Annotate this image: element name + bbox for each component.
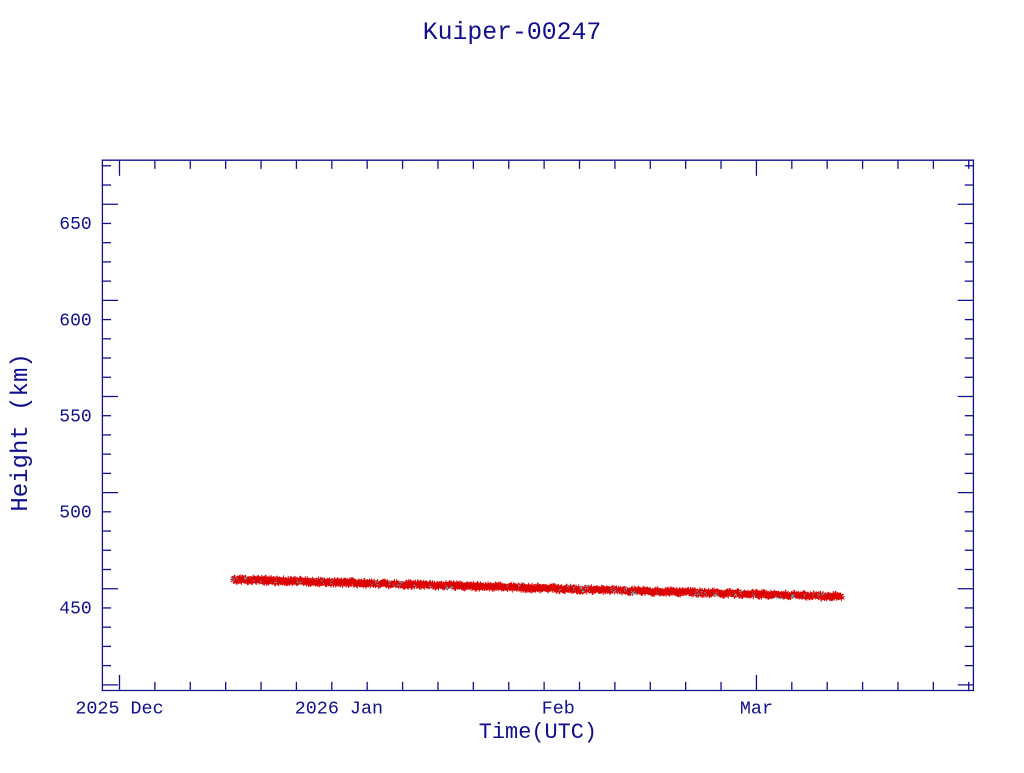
svg-text:2026 Jan: 2026 Jan [295,698,383,719]
svg-text:650: 650 [59,215,91,235]
svg-text:Time(UTC): Time(UTC) [479,720,597,745]
svg-text:Mar: Mar [740,698,773,719]
svg-text:450: 450 [59,600,91,620]
svg-text:600: 600 [59,311,91,331]
svg-text:Height (km): Height (km) [8,353,35,511]
svg-text:500: 500 [59,504,91,524]
svg-text:Feb: Feb [542,698,575,719]
svg-text:2025 Dec: 2025 Dec [75,698,163,719]
svg-text:550: 550 [59,407,91,427]
svg-text:Kuiper-00247: Kuiper-00247 [423,19,602,47]
